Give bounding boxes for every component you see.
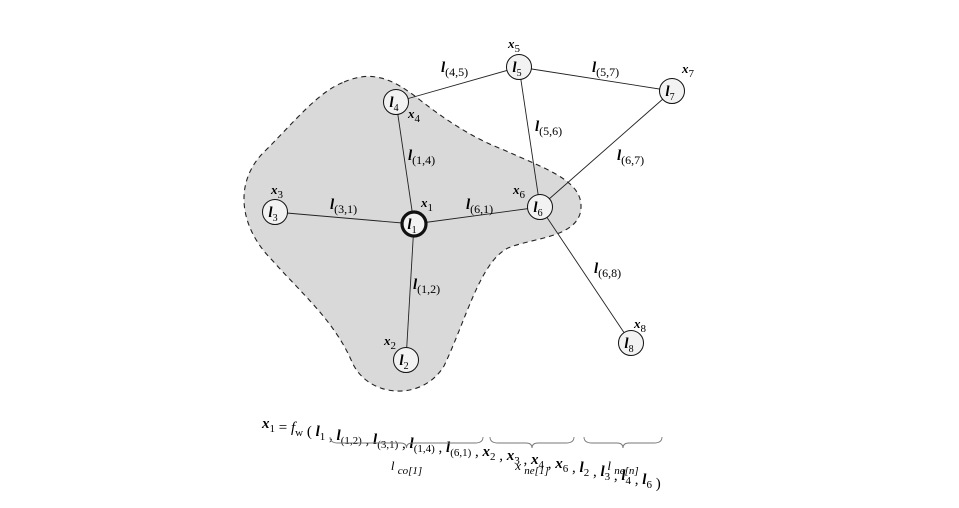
- state-label-n3: x3: [270, 182, 284, 201]
- node-label-n5: l5: [512, 60, 521, 79]
- edge-n1-n3: [274, 211, 415, 225]
- edge-n6-n8: [539, 206, 632, 344]
- state-label-n7: x7: [681, 61, 695, 80]
- node-n7: [659, 78, 685, 104]
- node-n2: [393, 347, 419, 373]
- edge-label-n1-n6: l(6,1): [466, 197, 493, 216]
- group-label-1: l co[1]: [391, 458, 422, 477]
- group-label-2: x ne[1]: [514, 458, 548, 477]
- edge-label-n1-n3: l(3,1): [330, 197, 357, 216]
- edge-label-n6-n7: l(6,7): [617, 148, 644, 167]
- node-label-n6: l6: [533, 200, 542, 219]
- node-n4: [383, 89, 409, 115]
- state-label-n1: x1: [420, 195, 433, 214]
- state-label-n5: x5: [507, 36, 521, 55]
- edge-n1-n6: [413, 206, 541, 225]
- edge-n1-n4: [395, 101, 415, 225]
- group-label-3: l ne[n]: [607, 458, 638, 477]
- node-label-n2: l2: [399, 353, 408, 372]
- edge-n6-n7: [539, 90, 673, 208]
- node-label-n7: l7: [665, 84, 674, 103]
- edge-n5-n6: [518, 66, 541, 208]
- brace-2: [489, 436, 575, 449]
- state-label-n4: x4: [407, 106, 421, 125]
- edge-label-n4-n5: l(4,5): [441, 60, 468, 79]
- state-label-n6: x6: [512, 182, 526, 201]
- node-label-n8: l8: [624, 336, 633, 355]
- edge-label-n1-n2: l(1,2): [413, 277, 440, 296]
- edge-label-n6-n8: l(6,8): [594, 261, 621, 280]
- node-label-n3: l3: [268, 205, 277, 224]
- node-n5: [506, 54, 532, 80]
- node-label-n1: l1: [407, 217, 416, 236]
- edge-n5-n7: [518, 66, 673, 92]
- edge-n4-n5: [395, 66, 520, 103]
- node-n1: [400, 210, 428, 238]
- node-label-n4: l4: [389, 95, 398, 114]
- brace-3: [583, 436, 663, 449]
- brace-1: [329, 436, 484, 449]
- edge-label-n1-n4: l(1,4): [408, 148, 435, 167]
- state-label-n8: x8: [633, 316, 647, 335]
- node-n3: [262, 199, 288, 225]
- node-n8: [618, 330, 644, 356]
- state-label-n2: x2: [383, 333, 396, 352]
- node-n6: [527, 194, 553, 220]
- edge-label-n5-n7: l(5,7): [592, 60, 619, 79]
- edge-label-n5-n6: l(5,6): [535, 119, 562, 138]
- edge-n1-n2: [405, 223, 415, 361]
- formula: x1 = fw ( l1 , l(1,2) , l(3,1) , l(1,4) …: [261, 416, 661, 492]
